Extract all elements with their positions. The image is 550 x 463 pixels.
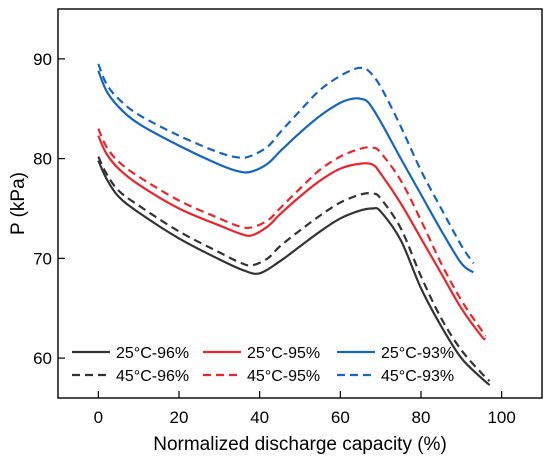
tick-group: 0 20 40 60 80 100 60 70 80 90 xyxy=(33,50,516,427)
y-tick-label: 90 xyxy=(33,50,52,69)
legend-label-4: 45°C-95% xyxy=(247,368,320,385)
series-group xyxy=(97,63,491,386)
x-axis-title: Normalized discharge capacity (%) xyxy=(153,434,447,455)
x-tick-label: 80 xyxy=(412,408,431,427)
legend: 25°C-96% 25°C-95% 25°C-93% 45°C-96% 45°C-95%… xyxy=(72,345,454,385)
series-line-0 xyxy=(97,160,491,386)
legend-label-5: 45°C-93% xyxy=(381,368,454,385)
y-axis-title: P (kPa) xyxy=(8,172,29,235)
legend-label-3: 45°C-96% xyxy=(116,368,189,385)
plot-frame xyxy=(57,8,543,399)
x-tick-label: 40 xyxy=(250,408,269,427)
x-tick-label: 20 xyxy=(170,408,189,427)
x-tick-label: 100 xyxy=(487,408,515,427)
legend-label-0: 25°C-96% xyxy=(116,345,189,362)
x-tick-label: 0 xyxy=(94,408,103,427)
series-line-1 xyxy=(97,135,487,341)
legend-label-1: 25°C-95% xyxy=(247,345,320,362)
series-line-5 xyxy=(97,63,475,264)
series-line-3 xyxy=(97,156,491,382)
y-tick-label: 60 xyxy=(33,349,52,368)
y-tick-label: 80 xyxy=(33,150,52,169)
y-tick-label: 70 xyxy=(33,249,52,268)
legend-label-2: 25°C-93% xyxy=(381,345,454,362)
series-line-4 xyxy=(97,128,487,337)
series-line-2 xyxy=(97,70,475,274)
x-tick-label: 60 xyxy=(331,408,350,427)
